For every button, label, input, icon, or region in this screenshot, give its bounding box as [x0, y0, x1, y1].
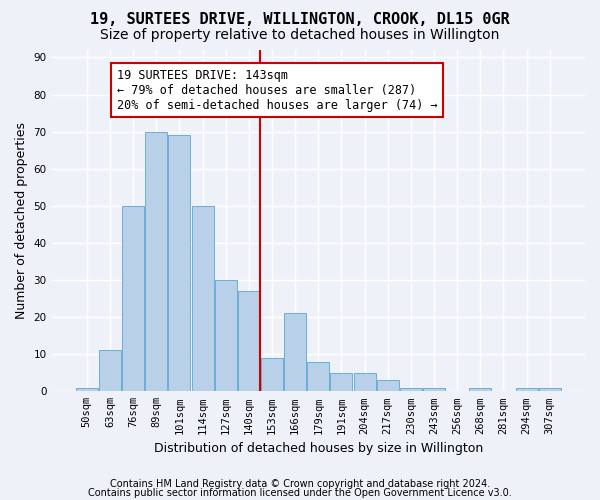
- Bar: [145, 132, 167, 392]
- Bar: [191, 206, 214, 392]
- Bar: [539, 388, 561, 392]
- Bar: [261, 358, 283, 392]
- Bar: [377, 380, 399, 392]
- Bar: [99, 350, 121, 392]
- Bar: [515, 388, 538, 392]
- Bar: [400, 388, 422, 392]
- Text: 19, SURTEES DRIVE, WILLINGTON, CROOK, DL15 0GR: 19, SURTEES DRIVE, WILLINGTON, CROOK, DL…: [90, 12, 510, 28]
- Text: 19 SURTEES DRIVE: 143sqm
← 79% of detached houses are smaller (287)
20% of semi-: 19 SURTEES DRIVE: 143sqm ← 79% of detach…: [117, 68, 437, 112]
- Bar: [307, 362, 329, 392]
- Text: Contains HM Land Registry data © Crown copyright and database right 2024.: Contains HM Land Registry data © Crown c…: [110, 479, 490, 489]
- Text: Contains public sector information licensed under the Open Government Licence v3: Contains public sector information licen…: [88, 488, 512, 498]
- Bar: [353, 373, 376, 392]
- Bar: [76, 388, 98, 392]
- Bar: [423, 388, 445, 392]
- Bar: [238, 291, 260, 392]
- Bar: [169, 136, 190, 392]
- Bar: [331, 373, 352, 392]
- X-axis label: Distribution of detached houses by size in Willington: Distribution of detached houses by size …: [154, 442, 483, 455]
- Bar: [215, 280, 236, 392]
- Bar: [469, 388, 491, 392]
- Y-axis label: Number of detached properties: Number of detached properties: [15, 122, 28, 319]
- Bar: [284, 314, 306, 392]
- Bar: [122, 206, 144, 392]
- Text: Size of property relative to detached houses in Willington: Size of property relative to detached ho…: [100, 28, 500, 42]
